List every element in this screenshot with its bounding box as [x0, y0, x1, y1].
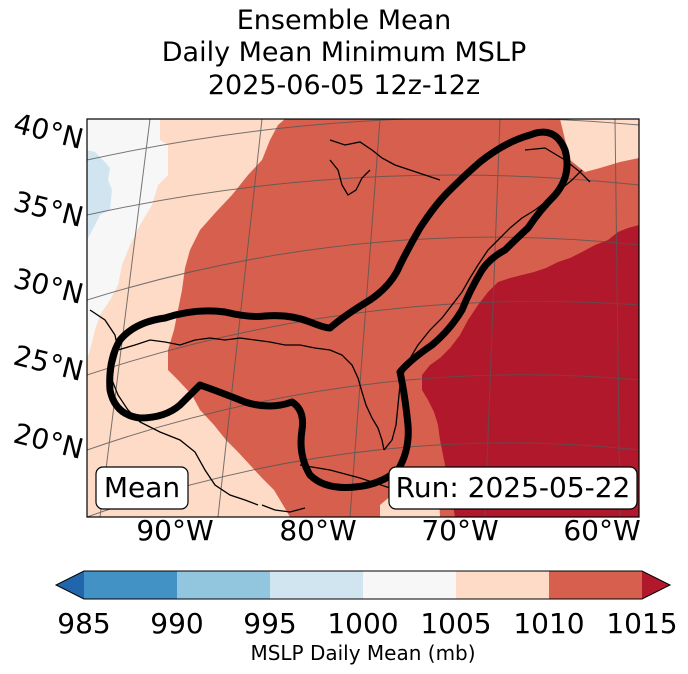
gridline-lat-25 — [87, 300, 639, 376]
lat-label-35: 35°N — [10, 185, 86, 234]
colorbar-segment-1000-1005 — [363, 571, 456, 599]
chart-title-line-1: Ensemble Mean — [236, 5, 452, 36]
coastline-great-lakes — [329, 139, 441, 181]
run-box-label: Run: 2025-05-22 — [396, 471, 631, 504]
colorbar-tick-1000: 1000 — [327, 607, 398, 640]
mean-box-label: Mean — [104, 471, 180, 504]
contour-line — [106, 128, 571, 491]
pressure-fill-1005-1010-northeast — [560, 119, 639, 172]
colorbar-tick-985: 985 — [57, 607, 110, 640]
coastline-yucatan — [261, 504, 306, 513]
coastline-lake-michigan — [329, 159, 371, 196]
colorbar-outline — [54, 570, 672, 600]
lat-label-25: 25°N — [10, 339, 86, 388]
gridline-lat-20 — [87, 374, 639, 451]
gridline-lon-85 — [349, 119, 381, 517]
lon-label-90w: 90°W — [136, 514, 213, 547]
run-annotation-box: Run: 2025-05-22 — [388, 466, 638, 510]
mean-annotation-box: Mean — [95, 466, 189, 510]
chart-title-line-3: 2025-06-05 12z-12z — [207, 70, 481, 101]
colorbar-segment-1010-1015 — [549, 571, 642, 599]
lat-label-20: 20°N — [10, 417, 86, 466]
graticule — [87, 119, 639, 517]
lon-label-60w: 60°W — [563, 514, 640, 547]
colorbar-segment-985-990 — [84, 571, 177, 599]
colorbar-segment-1005-1010 — [456, 571, 549, 599]
mean-box-background — [95, 466, 189, 510]
chart-title-line-2: Daily Mean Minimum MSLP — [161, 37, 527, 68]
colorbar-tick-1010: 1010 — [513, 607, 584, 640]
colorbar-tick-990: 990 — [150, 607, 203, 640]
map-plot-area — [87, 119, 639, 517]
pressure-fill-995-1000 — [87, 150, 112, 240]
lon-label-80w: 80°W — [279, 514, 356, 547]
lat-label-30: 30°N — [10, 262, 86, 311]
colorbar-segment-990-995 — [177, 571, 270, 599]
colorbar-tick-1005: 1005 — [420, 607, 491, 640]
colorbar-extend-low — [56, 571, 84, 599]
pressure-fill-above-1015 — [422, 225, 639, 517]
lon-label-70w: 70°W — [421, 514, 498, 547]
colorbar-tick-1015: 1015 — [606, 607, 677, 640]
colorbar-tick-995: 995 — [243, 607, 296, 640]
gridline-lon-80 — [484, 119, 501, 517]
gridline-lat-40 — [87, 119, 639, 161]
colorbar: 985 990 995 1000 1005 1010 1015 MSLP Dai… — [54, 570, 678, 665]
gridline-lat-30 — [87, 236, 639, 301]
coastline-us-gulf-florida — [117, 337, 385, 451]
map-frame — [86, 118, 640, 518]
colorbar-segment-995-1000 — [270, 571, 363, 599]
lat-label-40: 40°N — [10, 107, 86, 156]
gridline-lon-75 — [614, 119, 621, 517]
colorbar-title: MSLP Daily Mean (mb) — [250, 641, 475, 665]
colorbar-extend-high — [642, 571, 670, 599]
gridline-lon-95 — [99, 119, 151, 517]
run-box-background — [388, 466, 638, 510]
